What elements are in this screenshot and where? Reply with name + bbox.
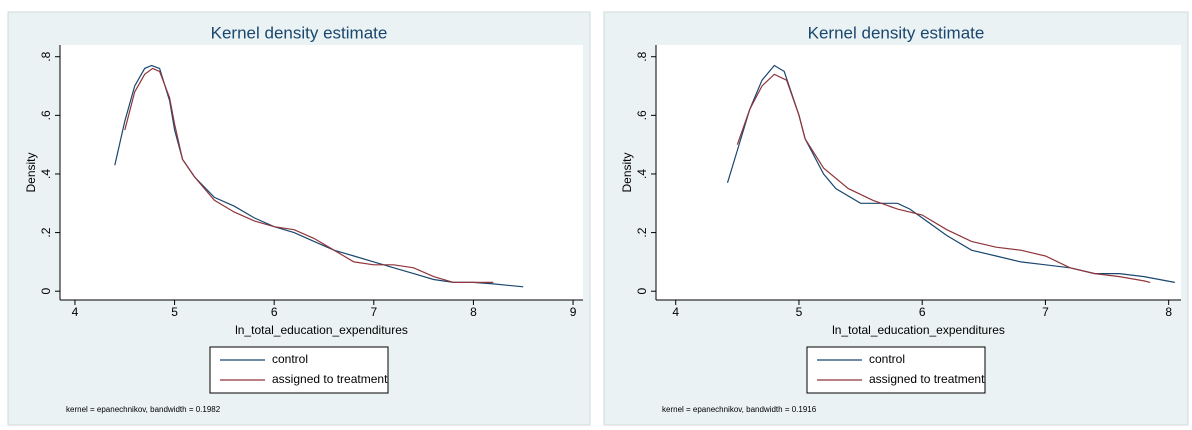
x-tick-label: 5: [171, 305, 178, 319]
x-tick-label: 6: [919, 305, 926, 319]
chart-title: Kernel density estimate: [808, 23, 985, 42]
x-tick-label: 5: [796, 305, 803, 319]
x-tick-label: 8: [470, 305, 477, 319]
y-tick-label: .6: [635, 110, 649, 120]
y-axis-label: Density: [24, 152, 38, 192]
y-tick-label: .2: [635, 227, 649, 237]
plot-region: [60, 45, 583, 300]
density-line: [114, 64, 524, 288]
x-tick-label: 7: [1042, 305, 1049, 319]
x-axis-label: ln_total_education_expenditures: [235, 323, 408, 337]
chart-title: Kernel density estimate: [211, 23, 388, 42]
y-axis-label: Density: [620, 152, 634, 192]
y-tick-label: .8: [635, 51, 649, 61]
legend-label: control: [272, 352, 308, 366]
y-tick-label: 0: [635, 288, 649, 295]
y-tick-label: .2: [39, 227, 53, 237]
y-tick-label: .4: [635, 169, 649, 179]
x-tick-label: 6: [271, 305, 278, 319]
y-tick-label: 0: [39, 288, 53, 295]
x-axis-label: ln_total_education_expenditures: [832, 323, 1005, 337]
legend: [806, 346, 986, 394]
note: kernel = epanechnikov, bandwidth = 0.198…: [66, 405, 221, 414]
legend: [209, 346, 389, 394]
note: kernel = epanechnikov, bandwidth = 0.191…: [662, 405, 817, 414]
legend-label: assigned to treatment: [272, 372, 388, 386]
density-line: [124, 67, 494, 283]
legend-label: assigned to treatment: [869, 372, 985, 386]
y-tick-label: .8: [39, 51, 53, 61]
density-line: [736, 73, 1151, 283]
x-tick-label: 4: [72, 305, 79, 319]
legend-label: control: [869, 352, 905, 366]
x-tick-label: 9: [570, 305, 577, 319]
y-tick-label: .4: [39, 169, 53, 179]
x-tick-label: 4: [672, 305, 679, 319]
x-tick-label: 8: [1165, 305, 1172, 319]
y-tick-label: .6: [39, 110, 53, 120]
x-tick-label: 7: [370, 305, 377, 319]
plot-region: [656, 45, 1181, 300]
